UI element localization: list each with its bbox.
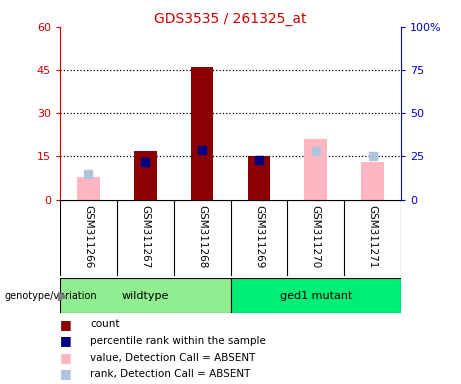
Bar [304,139,327,200]
Title: GDS3535 / 261325_at: GDS3535 / 261325_at [154,12,307,26]
Bar [248,157,270,200]
Text: GSM311271: GSM311271 [367,205,378,268]
Bar [230,278,401,313]
Text: ■: ■ [60,367,71,381]
Text: ▶: ▶ [58,289,67,302]
Text: wildtype: wildtype [122,291,169,301]
Text: ■: ■ [60,318,71,331]
Bar [134,151,157,200]
Text: count: count [90,319,119,329]
Bar [361,162,384,200]
Text: GSM311268: GSM311268 [197,205,207,268]
Text: GSM311270: GSM311270 [311,205,321,268]
Text: GSM311267: GSM311267 [140,205,150,268]
Bar [248,157,270,200]
Bar [191,67,213,200]
Text: genotype/variation: genotype/variation [5,291,97,301]
Text: percentile rank within the sample: percentile rank within the sample [90,336,266,346]
Bar [77,177,100,200]
Text: GSM311269: GSM311269 [254,205,264,268]
Bar [60,278,230,313]
Text: value, Detection Call = ABSENT: value, Detection Call = ABSENT [90,353,255,362]
Text: ■: ■ [60,334,71,348]
Text: rank, Detection Call = ABSENT: rank, Detection Call = ABSENT [90,369,250,379]
Text: GSM311266: GSM311266 [83,205,94,268]
Text: ■: ■ [60,351,71,364]
Text: ged1 mutant: ged1 mutant [280,291,352,301]
